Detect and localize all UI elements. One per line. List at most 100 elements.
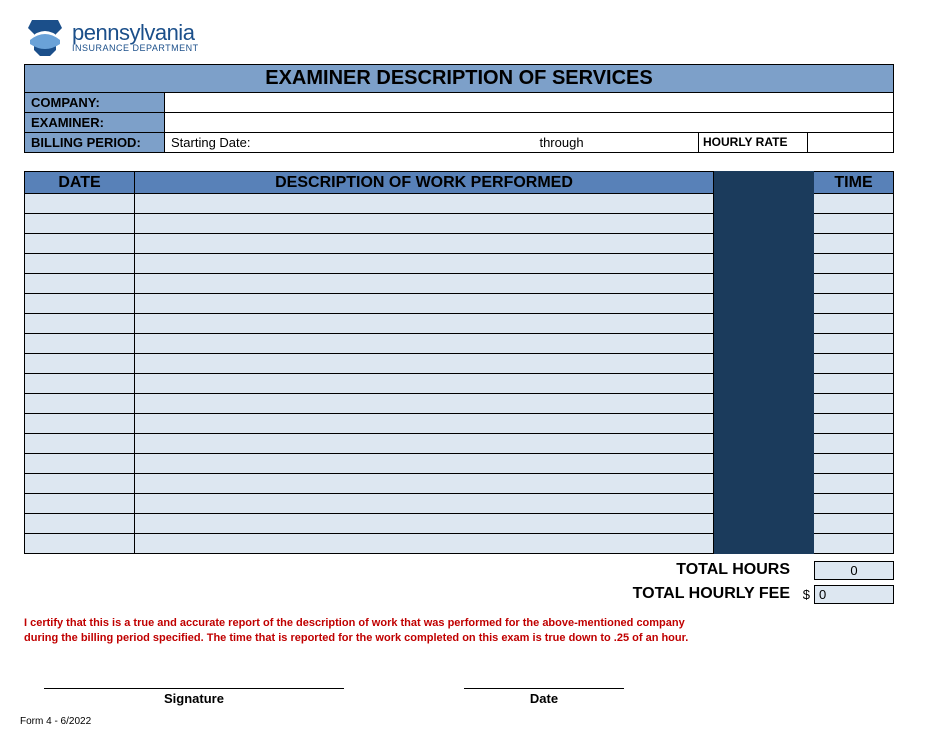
cell-desc[interactable] — [135, 414, 714, 434]
cell-date[interactable] — [25, 494, 135, 514]
col-time: TIME — [814, 172, 894, 194]
totals: TOTAL HOURS 0 TOTAL HOURLY FEE $ 0 — [24, 558, 894, 606]
table-row — [25, 514, 894, 534]
signature-line[interactable] — [44, 688, 344, 689]
signature-label: Signature — [164, 691, 224, 706]
cell-date[interactable] — [25, 414, 135, 434]
cell-date[interactable] — [25, 234, 135, 254]
cell-time[interactable] — [814, 434, 894, 454]
cell-date[interactable] — [25, 214, 135, 234]
cell-gap — [714, 394, 814, 414]
cell-date[interactable] — [25, 454, 135, 474]
cell-time[interactable] — [814, 374, 894, 394]
cell-date[interactable] — [25, 394, 135, 414]
cell-desc[interactable] — [135, 434, 714, 454]
hourly-rate-label: HOURLY RATE — [698, 133, 808, 152]
cell-gap — [714, 334, 814, 354]
cell-gap — [714, 414, 814, 434]
cell-gap — [714, 474, 814, 494]
cell-time[interactable] — [814, 474, 894, 494]
cell-time[interactable] — [814, 274, 894, 294]
total-fee-value: 0 — [814, 585, 894, 604]
examiner-label: EXAMINER: — [25, 113, 165, 132]
table-row — [25, 434, 894, 454]
row-examiner: EXAMINER: — [24, 113, 894, 133]
table-row — [25, 374, 894, 394]
cell-desc[interactable] — [135, 474, 714, 494]
cell-date[interactable] — [25, 314, 135, 334]
cell-desc[interactable] — [135, 454, 714, 474]
cell-desc[interactable] — [135, 334, 714, 354]
table-row — [25, 354, 894, 374]
table-row — [25, 234, 894, 254]
cell-date[interactable] — [25, 534, 135, 554]
cell-time[interactable] — [814, 214, 894, 234]
cell-desc[interactable] — [135, 254, 714, 274]
cell-date[interactable] — [25, 254, 135, 274]
row-company: COMPANY: — [24, 93, 894, 113]
cell-time[interactable] — [814, 354, 894, 374]
cell-desc[interactable] — [135, 514, 714, 534]
cell-time[interactable] — [814, 234, 894, 254]
cell-gap — [714, 274, 814, 294]
company-input[interactable] — [165, 93, 893, 112]
cell-desc[interactable] — [135, 394, 714, 414]
cell-desc[interactable] — [135, 374, 714, 394]
examiner-input[interactable] — [165, 113, 893, 132]
brand-dept: INSURANCE DEPARTMENT — [72, 44, 199, 53]
cell-date[interactable] — [25, 194, 135, 214]
cell-time[interactable] — [814, 454, 894, 474]
cell-gap — [714, 234, 814, 254]
ledger-table: DATE DESCRIPTION OF WORK PERFORMED TIME — [24, 171, 894, 554]
cell-time[interactable] — [814, 494, 894, 514]
cell-desc[interactable] — [135, 214, 714, 234]
cell-time[interactable] — [814, 294, 894, 314]
cell-gap — [714, 254, 814, 274]
cell-date[interactable] — [25, 294, 135, 314]
cell-desc[interactable] — [135, 534, 714, 554]
table-row — [25, 394, 894, 414]
cell-gap — [714, 294, 814, 314]
hourly-rate-input[interactable] — [808, 133, 893, 152]
billing-label: BILLING PERIOD: — [25, 133, 165, 152]
cell-gap — [714, 434, 814, 454]
col-date: DATE — [25, 172, 135, 194]
cell-desc[interactable] — [135, 234, 714, 254]
table-row — [25, 494, 894, 514]
table-row — [25, 414, 894, 434]
cell-time[interactable] — [814, 314, 894, 334]
cell-date[interactable] — [25, 374, 135, 394]
cell-gap — [714, 374, 814, 394]
table-row — [25, 294, 894, 314]
signature-block: Signature Date — [44, 688, 894, 706]
cell-desc[interactable] — [135, 294, 714, 314]
cell-time[interactable] — [814, 394, 894, 414]
cell-time[interactable] — [814, 414, 894, 434]
col-desc: DESCRIPTION OF WORK PERFORMED — [135, 172, 714, 194]
cell-time[interactable] — [814, 534, 894, 554]
table-row — [25, 474, 894, 494]
cell-gap — [714, 214, 814, 234]
cell-gap — [714, 194, 814, 214]
cell-date[interactable] — [25, 514, 135, 534]
cell-desc[interactable] — [135, 494, 714, 514]
cell-time[interactable] — [814, 334, 894, 354]
cell-time[interactable] — [814, 194, 894, 214]
cell-date[interactable] — [25, 474, 135, 494]
cell-desc[interactable] — [135, 274, 714, 294]
cell-time[interactable] — [814, 514, 894, 534]
cell-date[interactable] — [25, 354, 135, 374]
cell-time[interactable] — [814, 254, 894, 274]
table-row — [25, 254, 894, 274]
cell-desc[interactable] — [135, 314, 714, 334]
cell-date[interactable] — [25, 274, 135, 294]
cell-date[interactable] — [25, 434, 135, 454]
date-label: Date — [530, 691, 558, 706]
cell-desc[interactable] — [135, 354, 714, 374]
company-label: COMPANY: — [25, 93, 165, 112]
cell-gap — [714, 314, 814, 334]
date-line[interactable] — [464, 688, 624, 689]
cell-date[interactable] — [25, 334, 135, 354]
table-row — [25, 534, 894, 554]
cell-desc[interactable] — [135, 194, 714, 214]
